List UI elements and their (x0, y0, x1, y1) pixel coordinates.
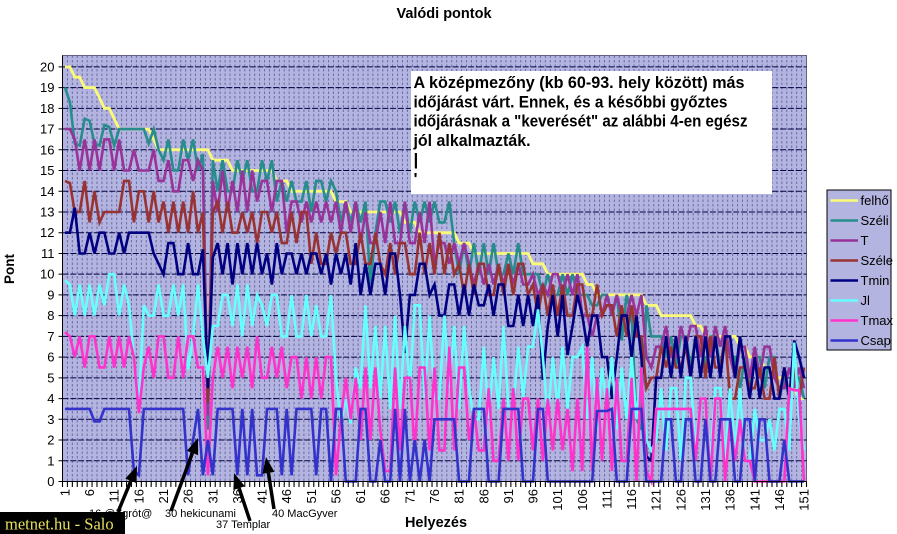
svg-text:30 hekicunami: 30 hekicunami (165, 508, 236, 520)
svg-text:86: 86 (476, 489, 491, 503)
svg-text:136: 136 (723, 489, 738, 511)
svg-text:jól alkalmazták.: jól alkalmazták. (413, 131, 531, 150)
svg-text:46: 46 (279, 489, 294, 503)
svg-text:56: 56 (329, 489, 344, 503)
svg-text:11: 11 (107, 489, 122, 503)
svg-text:6: 6 (82, 489, 97, 496)
svg-text:Helyezés: Helyezés (405, 515, 467, 531)
svg-text:16: 16 (131, 489, 146, 503)
svg-text:11: 11 (41, 246, 55, 261)
svg-text:14: 14 (40, 184, 54, 199)
svg-text:Pont: Pont (2, 254, 17, 284)
svg-text:101: 101 (550, 489, 565, 511)
svg-text:9: 9 (47, 287, 54, 302)
svg-text:116: 116 (624, 489, 639, 510)
svg-text:40 MacGyver: 40 MacGyver (272, 508, 338, 520)
svg-text:4: 4 (47, 391, 54, 406)
svg-text:20: 20 (40, 59, 54, 74)
svg-text:111: 111 (600, 489, 615, 509)
svg-text:19: 19 (40, 80, 54, 95)
svg-text:1: 1 (58, 489, 73, 496)
svg-text:96: 96 (526, 489, 541, 503)
svg-text:76: 76 (427, 489, 442, 503)
svg-text:31: 31 (205, 489, 220, 503)
svg-text:7: 7 (47, 329, 54, 344)
svg-text:15: 15 (40, 163, 54, 178)
svg-text:21: 21 (156, 489, 171, 503)
svg-text:126: 126 (673, 489, 688, 511)
svg-text:A középmezőny (kb 60-93. hely: A középmezőny (kb 60-93. hely között) má… (414, 73, 745, 92)
svg-text:141: 141 (747, 489, 762, 511)
svg-text:6: 6 (47, 350, 54, 365)
svg-text:Valódi pontok: Valódi pontok (396, 6, 492, 22)
svg-text:71: 71 (402, 489, 417, 503)
svg-text:121: 121 (649, 489, 664, 511)
svg-text:51: 51 (304, 489, 319, 503)
svg-text:17: 17 (40, 122, 54, 137)
svg-text:3: 3 (47, 412, 54, 427)
svg-text:18: 18 (40, 101, 54, 116)
svg-text:felhő: felhő (861, 193, 889, 208)
svg-text:66: 66 (378, 489, 393, 503)
svg-text:13: 13 (40, 205, 54, 220)
svg-text:Tmax: Tmax (861, 313, 894, 328)
svg-text:időjárásnak a "keverését" az a: időjárásnak a "keverését" az alábbi 4-en… (414, 112, 748, 131)
svg-text:5: 5 (47, 370, 54, 385)
svg-text:|: | (414, 150, 419, 169)
svg-text:Jl: Jl (861, 293, 871, 308)
svg-text:0: 0 (47, 474, 54, 489)
svg-text:2: 2 (47, 433, 54, 448)
svg-text:91: 91 (501, 489, 516, 503)
svg-text:26: 26 (181, 489, 196, 503)
svg-text:10: 10 (40, 267, 54, 282)
svg-text:37 Templar: 37 Templar (216, 519, 271, 531)
svg-text:T: T (861, 233, 869, 248)
svg-text:': ' (414, 170, 418, 189)
svg-text:1: 1 (47, 453, 54, 468)
svg-text:106: 106 (575, 489, 590, 511)
svg-text:81: 81 (452, 489, 467, 503)
svg-text:61: 61 (353, 489, 368, 503)
svg-text:41: 41 (255, 489, 270, 503)
svg-text:Tmin: Tmin (861, 273, 890, 288)
svg-text:151: 151 (797, 489, 812, 511)
svg-text:146: 146 (772, 489, 787, 511)
svg-text:12: 12 (40, 225, 54, 240)
svg-text:Széle: Széle (861, 253, 894, 268)
svg-text:Széli: Széli (861, 213, 889, 228)
svg-text:8: 8 (47, 308, 54, 323)
svg-text:időjárást várt. Ennek, és a ké: időjárást várt. Ennek, és a későbbi győz… (414, 92, 728, 111)
svg-text:metnet.hu - Salo: metnet.hu - Salo (5, 515, 114, 534)
svg-text:131: 131 (698, 489, 713, 511)
svg-text:Csap: Csap (861, 333, 891, 348)
svg-text:16: 16 (40, 142, 54, 157)
